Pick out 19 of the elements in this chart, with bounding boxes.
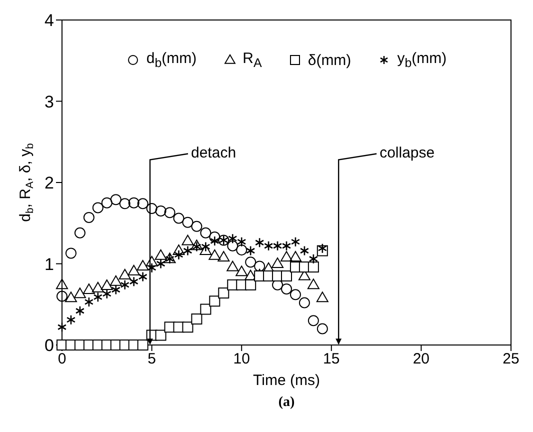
legend-label: d$_{b}$(mm) bbox=[146, 50, 197, 70]
y-tick-label: 2 bbox=[44, 174, 54, 193]
x-tick-label: 5 bbox=[148, 350, 156, 368]
legend-label: R$_{A}$ bbox=[242, 50, 262, 70]
x-tick-label: 20 bbox=[412, 350, 430, 368]
x-tick-label: 0 bbox=[58, 350, 66, 368]
x-tick-label: 10 bbox=[233, 350, 250, 368]
x-axis-title: Time (ms) bbox=[253, 372, 320, 389]
ref-line-label: detach bbox=[191, 144, 236, 162]
y-tick-label: 4 bbox=[44, 11, 54, 30]
x-tick-label: 15 bbox=[323, 350, 340, 368]
ref-line-label: collapse bbox=[380, 144, 435, 162]
legend-label: δ(mm) bbox=[308, 52, 352, 68]
y-tick-label: 0 bbox=[44, 336, 54, 356]
legend-label: y$_{b}$(mm) bbox=[397, 50, 447, 70]
y-tick-label: 3 bbox=[44, 92, 54, 112]
x-tick-label: 25 bbox=[502, 350, 520, 368]
y-tick-label: 1 bbox=[44, 254, 54, 274]
text: (a) bbox=[277, 395, 296, 411]
